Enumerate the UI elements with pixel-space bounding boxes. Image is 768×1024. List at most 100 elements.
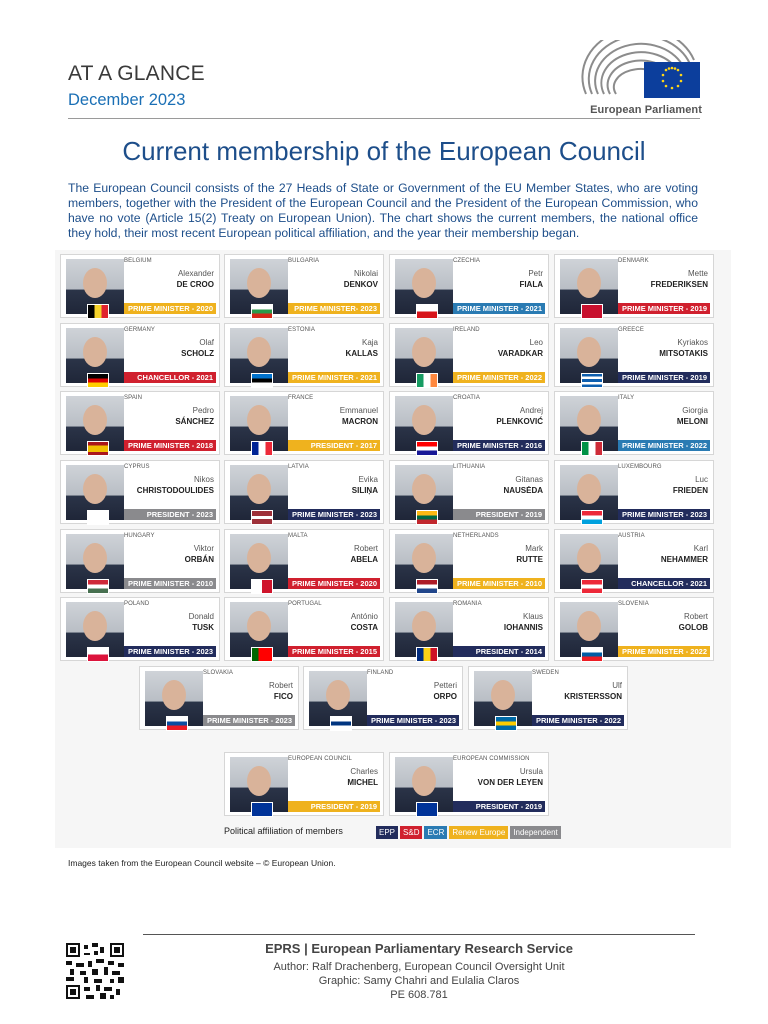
header-divider (68, 118, 700, 119)
legend-chip: S&D (400, 826, 423, 839)
member-portrait (230, 396, 288, 451)
member-card: Netherlands Mark RUTTE PRIME MINISTER - 201… (389, 529, 549, 593)
member-country: Poland (124, 601, 150, 607)
member-country: Czechia (453, 258, 481, 264)
member-card: Poland Donald TUSK PRIME MINISTER - 2023 (60, 597, 220, 661)
member-country: Belgium (124, 258, 152, 264)
portrait-head-shape (491, 680, 515, 710)
member-first-name: Olaf (199, 338, 214, 347)
member-country: Latvia (288, 464, 309, 470)
portrait-head-shape (577, 474, 601, 504)
member-first-name: Emmanuel (339, 406, 378, 415)
member-portrait (66, 396, 124, 451)
member-card: Spain Pedro SÁNCHEZ PRIME MINISTER - 2018 (60, 391, 220, 455)
member-card: Luxembourg Luc FRIEDEN PRIME MINISTER - 202… (554, 460, 714, 524)
member-card: Hungary Viktor ORBÁN PRIME MINISTER - 2010 (60, 529, 220, 593)
portrait-head-shape (83, 405, 107, 435)
doc-date: December 2023 (68, 91, 186, 109)
member-country: Slovenia (618, 601, 649, 607)
office-badge: PRIME MINISTER - 2022 (618, 440, 710, 451)
member-first-name: António (350, 612, 378, 621)
member-portrait (230, 534, 288, 589)
country-flag-icon (252, 374, 272, 387)
member-first-name: Petr (528, 269, 543, 278)
legend-chips: EPP S&D ECR Renew Europe Independent (376, 826, 561, 839)
member-first-name: Nikolai (353, 269, 378, 278)
member-country: Germany (124, 327, 156, 333)
member-country: France (288, 395, 314, 401)
member-last-name: FICO (273, 692, 293, 701)
member-portrait (560, 465, 618, 520)
member-portrait (145, 671, 203, 726)
country-flag-icon (88, 511, 108, 524)
portrait-head-shape (412, 543, 436, 573)
member-country: European Council (288, 756, 352, 762)
member-country: Spain (124, 395, 143, 401)
office-badge: PRIME MINISTER - 2023 (367, 715, 459, 726)
portrait-head-shape (83, 611, 107, 641)
office-badge: PRIME MINISTER - 2019 (618, 372, 710, 383)
portrait-head-shape (577, 268, 601, 298)
member-portrait (395, 328, 453, 383)
office-badge: PRIME MINISTER - 2018 (124, 440, 216, 451)
qr-code[interactable] (66, 943, 124, 999)
member-last-name: DENKOV (343, 280, 378, 289)
legend-chip: ECR (424, 826, 448, 839)
member-last-name: MELONI (676, 417, 708, 426)
member-portrait (66, 465, 124, 520)
footer-author: Author: Ralf Drachenberg, European Counc… (273, 961, 565, 973)
office-badge: CHANCELLOR - 2021 (618, 578, 710, 589)
member-country: Romania (453, 601, 482, 607)
member-last-name: SILIŅA (351, 486, 378, 495)
member-first-name: Nikos (193, 475, 214, 484)
member-last-name: CHRISTODOULIDES (136, 486, 214, 495)
member-portrait (395, 602, 453, 657)
office-badge: PRESIDENT - 2023 (124, 509, 216, 520)
office-badge: PRIME MINISTER - 2010 (124, 578, 216, 589)
member-portrait (560, 534, 618, 589)
member-first-name: Petteri (433, 681, 457, 690)
member-card: European Council Charles MICHEL PRESIDENT -… (224, 752, 384, 816)
member-first-name: Luc (695, 475, 708, 484)
member-last-name: FRIEDEN (672, 486, 708, 495)
office-badge: PRIME MINISTER - 2020 (124, 303, 216, 314)
member-country: Estonia (288, 327, 315, 333)
portrait-head-shape (326, 680, 350, 710)
member-first-name: Donald (188, 612, 214, 621)
member-country: Cyprus (124, 464, 150, 470)
footer-reference: PE 608.781 (390, 989, 448, 1001)
european-parliament-logo: European Parliament (578, 26, 702, 116)
office-badge: PRIME MINISTER - 2010 (453, 578, 545, 589)
member-first-name: Gitanas (515, 475, 543, 484)
member-card: Belgium Alexander DE CROO PRIME MINISTER - … (60, 254, 220, 318)
portrait-head-shape (247, 405, 271, 435)
portrait-head-shape (83, 474, 107, 504)
doc-type-label: AT A GLANCE (68, 62, 205, 85)
member-last-name: MICHEL (347, 778, 378, 787)
page-title: Current membership of the European Counc… (122, 136, 646, 166)
member-last-name: PLENKOVIĆ (496, 417, 543, 426)
member-country: Austria (618, 533, 645, 539)
member-country: Greece (618, 327, 644, 333)
member-portrait (395, 259, 453, 314)
footer-graphic: Graphic: Samy Chahri and Eulalia Claros (318, 975, 520, 987)
member-card: Malta Robert ABELA PRIME MINISTER - 2020 (224, 529, 384, 593)
member-portrait (230, 259, 288, 314)
member-first-name: Mette (687, 269, 708, 278)
office-badge: PRIME MINISTER - 2015 (288, 646, 380, 657)
portrait-head-shape (247, 543, 271, 573)
country-flag-icon (252, 511, 272, 524)
member-first-name: Kaja (361, 338, 378, 347)
member-portrait (230, 465, 288, 520)
country-flag-icon (417, 580, 437, 593)
member-last-name: MACRON (342, 417, 378, 426)
country-flag-icon (417, 511, 437, 524)
office-badge: PRESIDENT - 2017 (288, 440, 380, 451)
portrait-head-shape (577, 611, 601, 641)
office-badge: PRIME MINISTER - 2021 (288, 372, 380, 383)
member-country: Slovakia (203, 670, 234, 676)
member-first-name: Mark (525, 544, 543, 553)
country-flag-icon (582, 305, 602, 318)
office-badge: PRIME MINISTER - 2022 (618, 646, 710, 657)
member-last-name: NEHAMMER (660, 555, 708, 564)
